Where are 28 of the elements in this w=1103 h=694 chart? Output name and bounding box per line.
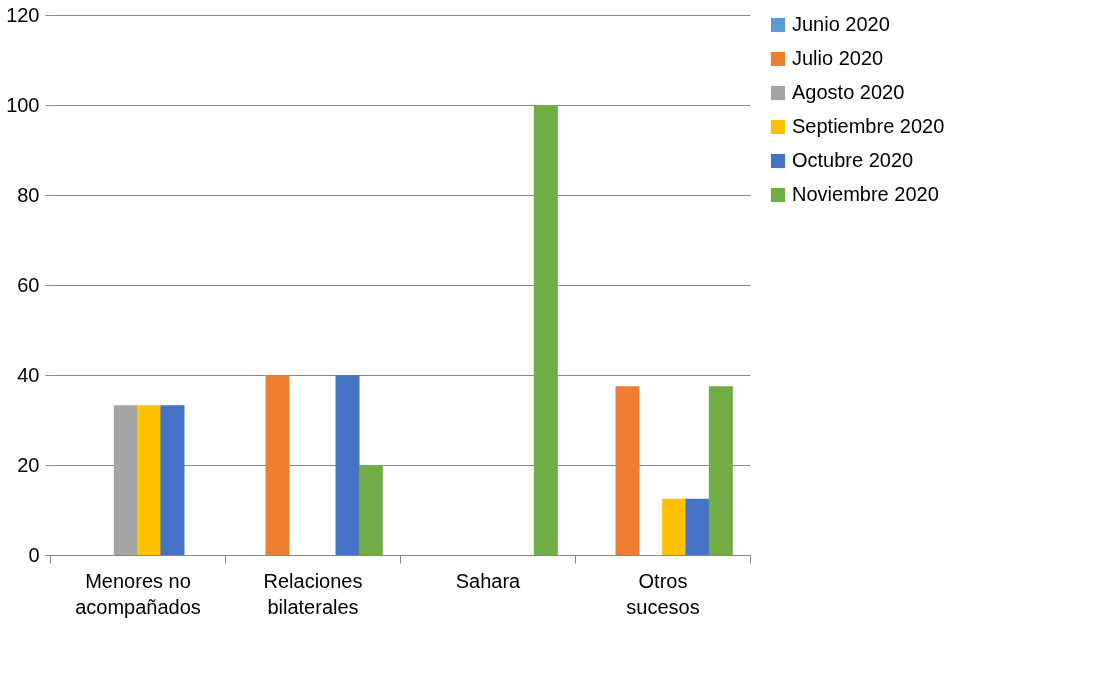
bar (685, 498, 710, 555)
bar (662, 498, 687, 555)
bar (615, 386, 640, 555)
y-tick-label: 60 (17, 273, 40, 296)
y-tick-label: 120 (6, 3, 40, 26)
bar (113, 405, 138, 555)
bar (335, 375, 360, 555)
legend-label: Octubre 2020 (792, 149, 914, 171)
y-tick-label: 40 (17, 363, 40, 386)
legend-label: Junio 2020 (792, 13, 890, 35)
y-tick-label: 100 (6, 93, 40, 116)
legend-label: Septiembre 2020 (792, 115, 945, 137)
bar (358, 465, 383, 555)
bar (708, 386, 733, 555)
x-tick-label: Sahara (455, 569, 522, 592)
y-tick-label: 0 (28, 543, 40, 566)
bar (265, 375, 290, 555)
x-tick-label: Relaciones bilaterales (263, 569, 363, 618)
legend-label: Agosto 2020 (792, 81, 905, 103)
x-tick-label: Menores no acompañados (75, 569, 201, 618)
bar (533, 105, 558, 555)
bar (137, 405, 162, 555)
bar (160, 405, 185, 555)
y-tick-label: 20 (17, 453, 40, 476)
legend-label: Julio 2020 (792, 47, 884, 69)
y-tick-label: 80 (17, 183, 40, 206)
x-tick-label: Otros sucesos (626, 569, 700, 618)
legend-label: Noviembre 2020 (792, 183, 939, 205)
